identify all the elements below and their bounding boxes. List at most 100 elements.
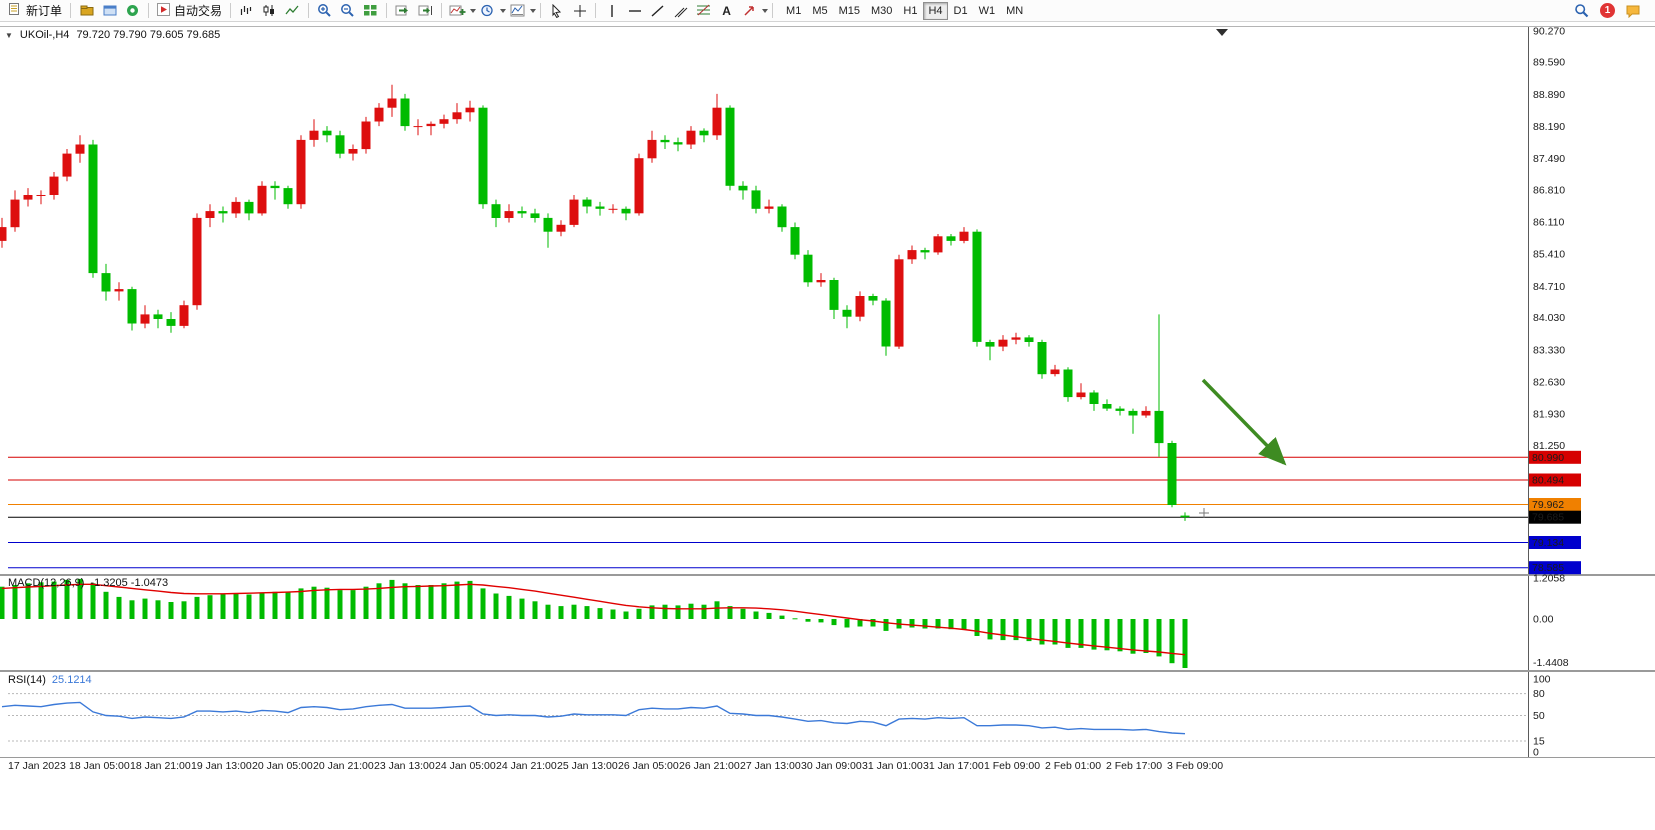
auto-trading-label: 自动交易 <box>174 4 223 18</box>
svg-text:20 Jan 21:00: 20 Jan 21:00 <box>313 760 374 772</box>
chat-icon[interactable] <box>1622 1 1645 21</box>
tile-windows-icon[interactable] <box>359 1 382 21</box>
svg-text:2 Feb 17:00: 2 Feb 17:00 <box>1106 760 1162 772</box>
svg-text:15: 15 <box>1533 736 1545 748</box>
svg-text:0.00: 0.00 <box>1533 614 1554 626</box>
svg-text:26 Jan 05:00: 26 Jan 05:00 <box>618 760 679 772</box>
vertical-line-icon[interactable] <box>600 1 623 21</box>
channel-icon[interactable] <box>669 1 692 21</box>
search-icon[interactable] <box>1570 1 1593 21</box>
chart-title: ▼ UKOil-,H4 79.720 79.790 79.605 79.685 <box>5 29 220 41</box>
timeframe-M1[interactable]: M1 <box>781 2 806 20</box>
crosshair-icon[interactable] <box>568 1 591 21</box>
svg-text:100: 100 <box>1533 674 1551 686</box>
svg-text:90.270: 90.270 <box>1533 26 1565 38</box>
svg-text:0: 0 <box>1533 747 1539 759</box>
svg-text:23 Jan 13:00: 23 Jan 13:00 <box>374 760 435 772</box>
svg-text:79.134: 79.134 <box>1532 537 1564 549</box>
ohlc-values: 79.720 79.790 79.605 79.685 <box>76 29 221 41</box>
svg-text:89.590: 89.590 <box>1533 57 1565 69</box>
svg-text:31 Jan 01:00: 31 Jan 01:00 <box>862 760 923 772</box>
zoom-out-icon[interactable] <box>336 1 359 21</box>
timeframe-H4[interactable]: H4 <box>923 1 948 20</box>
svg-text:80: 80 <box>1533 688 1545 700</box>
separator <box>70 3 72 18</box>
cursor-icon[interactable] <box>545 1 568 21</box>
svg-text:1 Feb 09:00: 1 Feb 09:00 <box>984 760 1040 772</box>
svg-text:85.410: 85.410 <box>1533 249 1565 261</box>
trendline-icon[interactable] <box>646 1 669 21</box>
zoom-in-icon[interactable] <box>313 1 336 21</box>
timeframe-M30[interactable]: M30 <box>866 2 897 20</box>
svg-text:80.494: 80.494 <box>1532 475 1564 487</box>
svg-text:88.890: 88.890 <box>1533 89 1565 101</box>
svg-text:88.190: 88.190 <box>1533 121 1565 133</box>
separator <box>540 3 542 18</box>
svg-text:2 Feb 01:00: 2 Feb 01:00 <box>1045 760 1101 772</box>
separator <box>308 3 310 18</box>
separator <box>441 3 443 18</box>
svg-text:27 Jan 13:00: 27 Jan 13:00 <box>740 760 801 772</box>
svg-text:79.685: 79.685 <box>1532 512 1564 524</box>
rsi-name: RSI(14) <box>8 674 46 686</box>
separator <box>595 3 597 18</box>
toolbar-right-cluster: 1 <box>1570 1 1651 21</box>
new-order-label: 新订单 <box>26 4 63 18</box>
separator <box>230 3 232 18</box>
svg-text:20 Jan 05:00: 20 Jan 05:00 <box>252 760 313 772</box>
notification-badge[interactable]: 1 <box>1600 3 1615 18</box>
bar-chart-icon[interactable] <box>235 1 258 21</box>
chart-shift-icon[interactable] <box>414 1 437 21</box>
macd-values: -1.3205 -1.0473 <box>90 577 169 589</box>
timeframe-H1[interactable]: H1 <box>898 2 922 20</box>
timeframe-MN[interactable]: MN <box>1001 2 1028 20</box>
svg-text:83.330: 83.330 <box>1533 344 1565 356</box>
timeframe-M5[interactable]: M5 <box>807 2 832 20</box>
rsi-value: 25.1214 <box>51 674 92 686</box>
auto-trading-button[interactable]: 自动交易 <box>153 1 226 21</box>
svg-text:86.810: 86.810 <box>1533 184 1565 196</box>
periods-caret-icon[interactable] <box>500 8 507 13</box>
navigator-icon[interactable] <box>121 1 144 21</box>
arrows-tool-icon[interactable] <box>738 1 761 21</box>
line-chart-icon[interactable] <box>281 1 304 21</box>
market-watch-icon[interactable] <box>98 1 121 21</box>
timeframe-D1[interactable]: D1 <box>949 2 973 20</box>
profiles-icon[interactable] <box>75 1 98 21</box>
text-tool-icon[interactable]: A <box>715 1 738 21</box>
indicators-caret-icon[interactable] <box>470 8 477 13</box>
candlestick-icon[interactable] <box>258 1 281 21</box>
auto-scroll-icon[interactable] <box>391 1 414 21</box>
svg-text:50: 50 <box>1533 710 1545 722</box>
separator <box>386 3 388 18</box>
svg-text:81.250: 81.250 <box>1533 440 1565 452</box>
svg-text:24 Jan 21:00: 24 Jan 21:00 <box>496 760 557 772</box>
svg-text:87.490: 87.490 <box>1533 153 1565 165</box>
new-order-button[interactable]: 新订单 <box>4 1 66 21</box>
horizontal-line-icon[interactable] <box>623 1 646 21</box>
timeframe-M15[interactable]: M15 <box>834 2 865 20</box>
auto-trading-icon <box>157 2 171 19</box>
new-order-icon <box>8 2 22 19</box>
svg-text:79.962: 79.962 <box>1532 499 1564 511</box>
svg-text:17 Jan 2023: 17 Jan 2023 <box>8 760 66 772</box>
periods-icon[interactable] <box>476 1 499 21</box>
rsi-indicator-label: RSI(14) 25.1214 <box>8 674 92 686</box>
one-click-trading-collapse-icon[interactable]: ▼ <box>5 30 13 40</box>
templates-icon[interactable] <box>506 1 529 21</box>
svg-text:82.630: 82.630 <box>1533 376 1565 388</box>
toolbar: 新订单 自动交易 A M1 M5 M15 M30 H1 H4 D1 W1 MN 1 <box>0 0 1655 22</box>
arrows-caret-icon[interactable] <box>762 8 769 13</box>
fibonacci-icon[interactable] <box>692 1 715 21</box>
timeframe-group: M1 M5 M15 M30 H1 H4 D1 W1 MN <box>781 1 1028 20</box>
svg-text:31 Jan 17:00: 31 Jan 17:00 <box>923 760 984 772</box>
timeframe-W1[interactable]: W1 <box>974 2 1001 20</box>
svg-text:86.110: 86.110 <box>1533 217 1564 229</box>
svg-text:19 Jan 13:00: 19 Jan 13:00 <box>191 760 252 772</box>
templates-caret-icon[interactable] <box>530 8 537 13</box>
macd-indicator-label: MACD(12,26,9) -1.3205 -1.0473 <box>8 577 168 589</box>
separator <box>772 3 774 18</box>
indicators-icon[interactable] <box>446 1 469 21</box>
svg-text:80.990: 80.990 <box>1532 452 1564 464</box>
